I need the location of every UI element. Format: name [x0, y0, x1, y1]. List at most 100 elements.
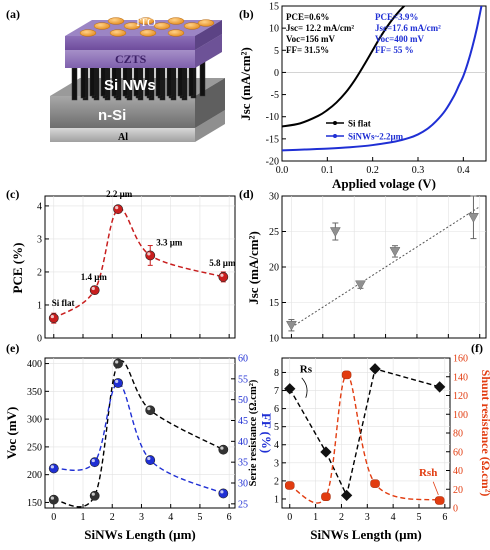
data-point-rsh	[434, 496, 445, 505]
data-point-rs	[434, 381, 446, 393]
x-tick-label: 2	[110, 512, 115, 523]
trend-line	[291, 206, 480, 328]
annotation-line: Voc=400 mV	[375, 34, 425, 44]
point-label: 3.3 µm	[156, 237, 183, 247]
y2-tick-label: 60	[238, 354, 248, 365]
y-tick-label: 1	[274, 494, 279, 505]
series-line-sinws	[282, 6, 483, 152]
chart-f-y2label: Shunt resistance (Ω.cm²)	[479, 370, 490, 497]
nsi-layer	[50, 96, 195, 128]
annotation-line: PCE=0.6%	[286, 12, 329, 22]
y-tick-label: -5	[271, 90, 279, 101]
data-point-highlight	[220, 273, 224, 277]
y-tick-label: 25	[269, 227, 279, 238]
data-point	[355, 280, 366, 291]
data-point-voc	[218, 444, 229, 455]
y-tick-label: 15	[269, 2, 279, 13]
ito-contact-dot	[123, 22, 141, 30]
data-point	[468, 213, 479, 223]
ito-contact-dot	[139, 29, 157, 37]
y2-tick-label: 80	[453, 429, 463, 440]
data-point	[218, 272, 229, 282]
ito-contact-dot	[167, 29, 185, 37]
chart-e-gridlines	[45, 358, 235, 508]
panel-label-a: (a)	[6, 7, 20, 21]
x-tick-label: 5	[416, 512, 421, 523]
panel-label-e: (e)	[6, 341, 19, 355]
data-point-ff	[218, 488, 229, 499]
layer-label-si-nws: Si NWs	[104, 77, 156, 94]
nanowire	[71, 67, 78, 101]
ito-contact-dot	[107, 17, 125, 25]
chart-e-frame	[44, 357, 236, 509]
data-point-ff-highlight	[115, 379, 119, 383]
chart-f-ylabel: Serie resistance (Ω.cm²)	[248, 379, 259, 486]
y-tick-label: 4	[37, 201, 42, 212]
y2-tick-label: 60	[453, 447, 463, 458]
panel-b: (b) -20 -15 -10 -5 0 5 10 15 0.0 0.1 0.2 0.3 0.4 App…	[238, 2, 487, 191]
y2-tick-label: 40	[238, 437, 248, 448]
y-tick-label: 8	[274, 368, 279, 379]
y-tick-label: 1	[37, 300, 42, 311]
point-label: Si flat	[52, 298, 75, 308]
chart-b-series	[282, 6, 483, 152]
chart-b-legend: Si flat SiNWs~2.2µm	[326, 119, 404, 142]
nsi-side-face	[195, 78, 225, 128]
data-point-rsh	[370, 479, 380, 488]
point-label: 5.8 µm	[209, 258, 236, 268]
y-tick-label: -20	[266, 157, 279, 168]
chart-f-series: Rs Rsh	[284, 363, 446, 505]
fit-curve	[53, 208, 224, 319]
data-point-highlight	[115, 206, 119, 210]
y2-tick-label: 120	[453, 391, 468, 402]
ito-contact-dot	[167, 17, 185, 25]
x-tick-label: 0	[51, 512, 56, 523]
layer-label-al: Al	[118, 132, 128, 143]
data-point	[89, 285, 100, 296]
series-line-rs	[289, 367, 440, 498]
data-point-voc-highlight	[220, 446, 224, 450]
y-tick-label: 2	[37, 267, 42, 278]
y-tick-label: 150	[27, 498, 42, 509]
data-point-voc	[48, 494, 59, 505]
panel-d: (d) 10 15 20 25 30 Jsc (mA/cm²)	[239, 187, 487, 345]
legend-entry: SiNWs~2.2µm	[348, 132, 404, 142]
x-tick-label: 4	[168, 512, 173, 523]
data-point-ff	[113, 378, 123, 388]
x-tick-label: 1	[81, 512, 86, 523]
x-tick-label: 3	[365, 512, 370, 523]
data-point-ff	[145, 455, 156, 465]
ito-contact-dot	[153, 22, 171, 30]
data-point-ff-highlight	[220, 490, 224, 494]
y-tick-label: 3	[37, 234, 42, 245]
data-point-ff-highlight	[147, 456, 151, 461]
chart-b-ylabel: Jsc (mA/cm²)	[238, 47, 253, 121]
chart-e-y2label: FF (%)	[259, 413, 274, 453]
layer-label-ito: ITO	[136, 15, 156, 29]
x-tick-label: 4	[391, 512, 396, 523]
chart-f-xlabel: SiNWs Length (µm)	[310, 527, 422, 542]
data-point-highlight	[91, 286, 95, 291]
y-tick-label: 5	[274, 46, 279, 57]
chart-c-ylabel: PCE (%)	[10, 243, 25, 294]
y2-tick-label: 50	[238, 395, 248, 406]
chart-b-frame	[281, 5, 487, 162]
data-point	[329, 227, 341, 238]
y2-tick-label: 0	[453, 504, 458, 515]
annotation-line: FF= 31.5%	[286, 45, 329, 55]
data-point-voc-highlight	[91, 492, 95, 496]
y-tick-label: 250	[27, 442, 42, 453]
data-point-rsh	[285, 481, 295, 490]
panel-label-b: (b)	[239, 7, 254, 21]
data-point-voc	[89, 490, 100, 501]
data-point-voc-highlight	[147, 407, 151, 411]
x-tick-label: 6	[227, 512, 232, 523]
series-label-rsh: Rsh	[419, 467, 437, 479]
data-point	[113, 204, 123, 215]
data-point	[145, 250, 156, 261]
y-tick-label: -15	[266, 134, 279, 145]
y-tick-label: 400	[27, 359, 42, 370]
